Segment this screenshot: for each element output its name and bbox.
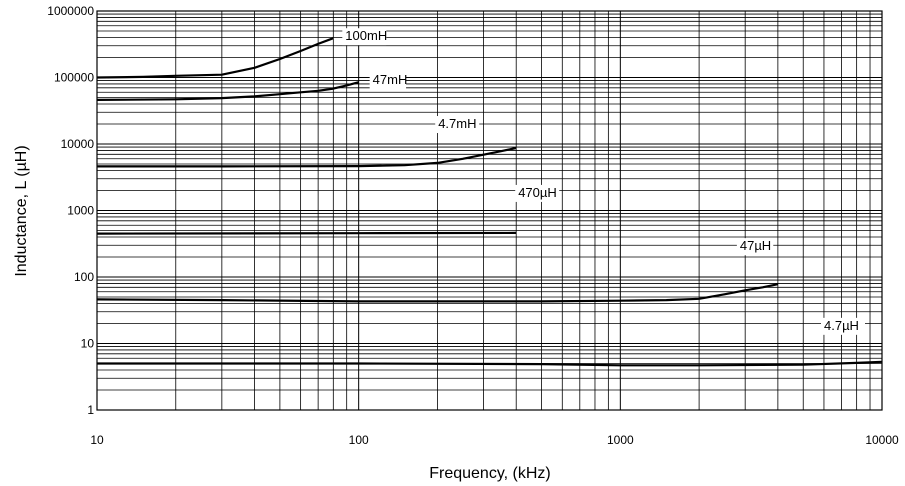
series-label-bg (435, 116, 480, 134)
grid (96, 10, 883, 411)
series-label-bg (369, 72, 407, 90)
series-label-bg (736, 238, 774, 256)
x-tick-label: 1000 (607, 433, 634, 447)
tick-labels: 1 10 100 1000 10000 100000 1000000 10 100 1000 100… (47, 4, 899, 447)
y-tick-label: 1 (87, 403, 94, 417)
y-tick-label: 1000000 (47, 4, 94, 18)
series-label-bg (515, 184, 560, 202)
series-label: 100mH (345, 28, 387, 43)
series-line (96, 283, 779, 303)
x-tick-label: 100 (349, 433, 369, 447)
series-label-bg (821, 317, 865, 335)
series-label: 47mH (373, 72, 408, 87)
y-tick-label: 1000 (67, 204, 94, 218)
y-axis-title: Inductance, L (µH) (13, 145, 30, 276)
series-label: 470µH (518, 185, 557, 200)
x-tick-label: 10 (90, 433, 104, 447)
series-labels: 100mH 47mH 4.7mH 470µH 47µH 4.7µH (342, 28, 865, 335)
series-line (96, 231, 517, 235)
y-tick-label: 100 (74, 270, 94, 284)
series-line (97, 360, 883, 367)
series-line (96, 81, 359, 101)
x-axis-title: Frequency, (kHz) (429, 465, 551, 482)
series-label: 4.7µH (824, 318, 859, 333)
series-line (97, 146, 517, 168)
series-line (96, 37, 334, 79)
y-tick-label: 10000 (61, 137, 95, 151)
y-tick-label: 10 (81, 337, 95, 351)
y-tick-label: 100000 (54, 71, 94, 85)
series-label: 47µH (740, 238, 771, 253)
series-lines (96, 37, 883, 367)
series-label: 4.7mH (438, 116, 476, 131)
x-tick-label: 10000 (865, 433, 899, 447)
plot-frame (96, 10, 883, 411)
series-label-bg (342, 28, 387, 46)
